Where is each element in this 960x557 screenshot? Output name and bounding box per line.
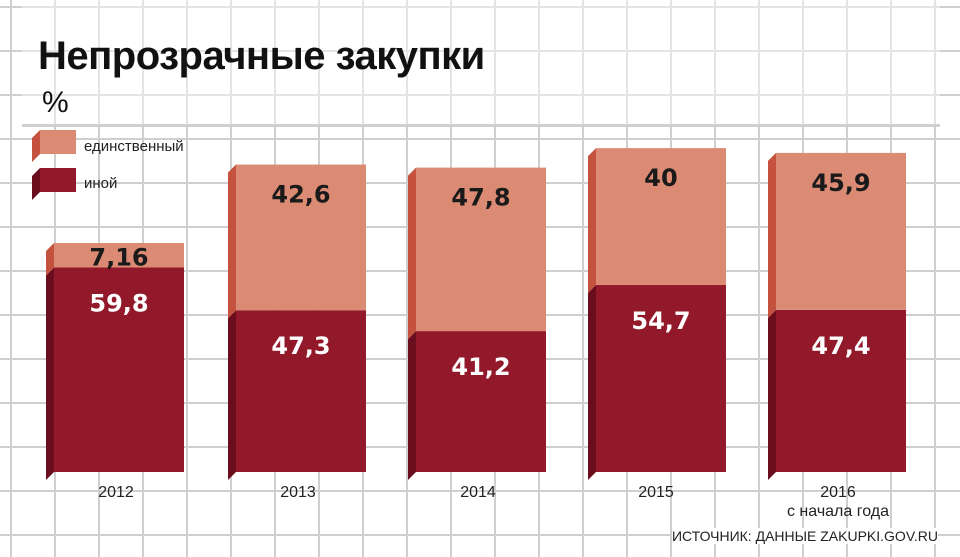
- data-label-single: 42,6: [271, 181, 330, 209]
- x-tick-label: 2016: [820, 484, 856, 501]
- data-label-other: 47,4: [811, 332, 870, 360]
- legend-swatch-single-side: [32, 130, 40, 162]
- bar-single: [596, 148, 726, 285]
- x-tick-label: 2014: [460, 484, 496, 501]
- bar-side-other: [768, 309, 776, 480]
- bar-single: [236, 164, 366, 311]
- data-label-other: 41,2: [451, 353, 510, 381]
- x-tick-label: 2012: [98, 484, 134, 501]
- bar-side-single: [768, 152, 776, 318]
- bar-other: [236, 310, 366, 472]
- data-label-single: 7,16: [89, 243, 148, 271]
- data-label-single: 47,8: [451, 184, 510, 212]
- legend-label-other: иной: [84, 175, 118, 192]
- data-label-single: 45,9: [811, 169, 870, 197]
- bar-side-single: [228, 164, 236, 319]
- bar-side-single: [46, 242, 54, 276]
- legend-label-single: единственный: [84, 138, 184, 155]
- data-label-other: 54,7: [631, 307, 690, 335]
- source-note: ИСТОЧНИК: ДАННЫЕ ZAKUPKI.GOV.RU: [671, 528, 938, 544]
- bar-single: [54, 242, 184, 268]
- bar-side-other: [228, 310, 236, 480]
- x-tick-label: 2013: [280, 484, 316, 501]
- bar-other: [416, 331, 546, 472]
- bar-side-other: [408, 331, 416, 480]
- bar-other: [776, 309, 906, 472]
- header-panel: [22, 0, 940, 127]
- x-tick-note: с начала года: [786, 503, 889, 520]
- legend-swatch-other-side: [32, 168, 40, 200]
- bar-single: [776, 152, 906, 310]
- bar-side-single: [588, 148, 596, 293]
- unit-label: %: [42, 86, 69, 119]
- bar-other: [54, 267, 184, 472]
- x-tick-label: 2015: [638, 484, 674, 501]
- data-label-other: 59,8: [89, 289, 148, 317]
- legend-swatch-single: [40, 130, 76, 154]
- bar-side-other: [588, 284, 596, 480]
- legend-swatch-other: [40, 168, 76, 192]
- chart-title: Непрозрачные закупки: [38, 34, 485, 78]
- bar-side-single: [408, 167, 416, 340]
- bar-single: [416, 167, 546, 332]
- bar-other: [596, 284, 726, 472]
- data-label-single: 40: [644, 164, 677, 192]
- data-label-other: 47,3: [271, 332, 330, 360]
- bar-side-other: [46, 267, 54, 480]
